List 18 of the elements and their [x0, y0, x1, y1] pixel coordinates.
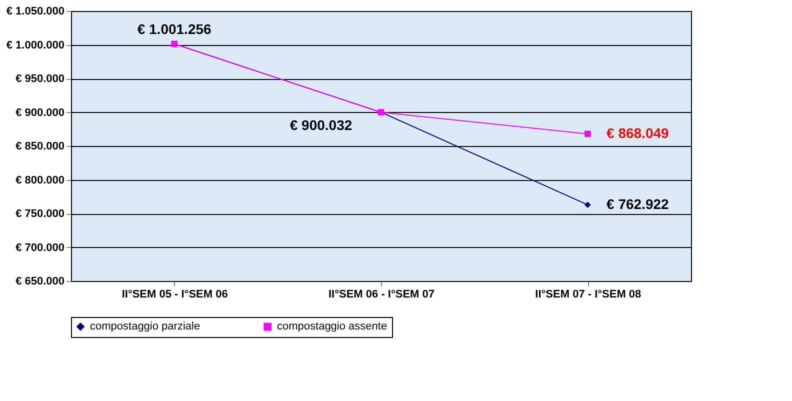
y-tick-label: € 1.050.000 — [6, 6, 64, 18]
x-tick-label: II°SEM 06 - I°SEM 07 — [328, 288, 434, 300]
y-tick-label: € 750.000 — [16, 208, 64, 220]
y-tick-label: € 700.000 — [16, 242, 64, 254]
y-tick-label: € 800.000 — [16, 174, 64, 186]
y-tick-label: € 1.000.000 — [6, 39, 64, 52]
legend-label: compostaggio parziale — [90, 320, 200, 333]
y-tick-label: € 900.000 — [16, 106, 64, 119]
legend-label: compostaggio assente — [277, 320, 388, 333]
data-label: € 900.032 — [290, 117, 352, 134]
data-label: € 762.922 — [606, 196, 670, 212]
y-tick-label: € 950.000 — [16, 73, 64, 85]
data-label: € 868.049 — [606, 124, 670, 141]
x-tick-label: II°SEM 07 - I°SEM 08 — [535, 288, 642, 300]
y-tick-label: € 850.000 — [16, 140, 64, 152]
x-tick-label: II°SEM 05 - I°SEM 06 — [122, 288, 228, 300]
data-label: € 1.001.256 — [137, 20, 212, 37]
y-tick-label: € 650.000 — [16, 276, 64, 288]
